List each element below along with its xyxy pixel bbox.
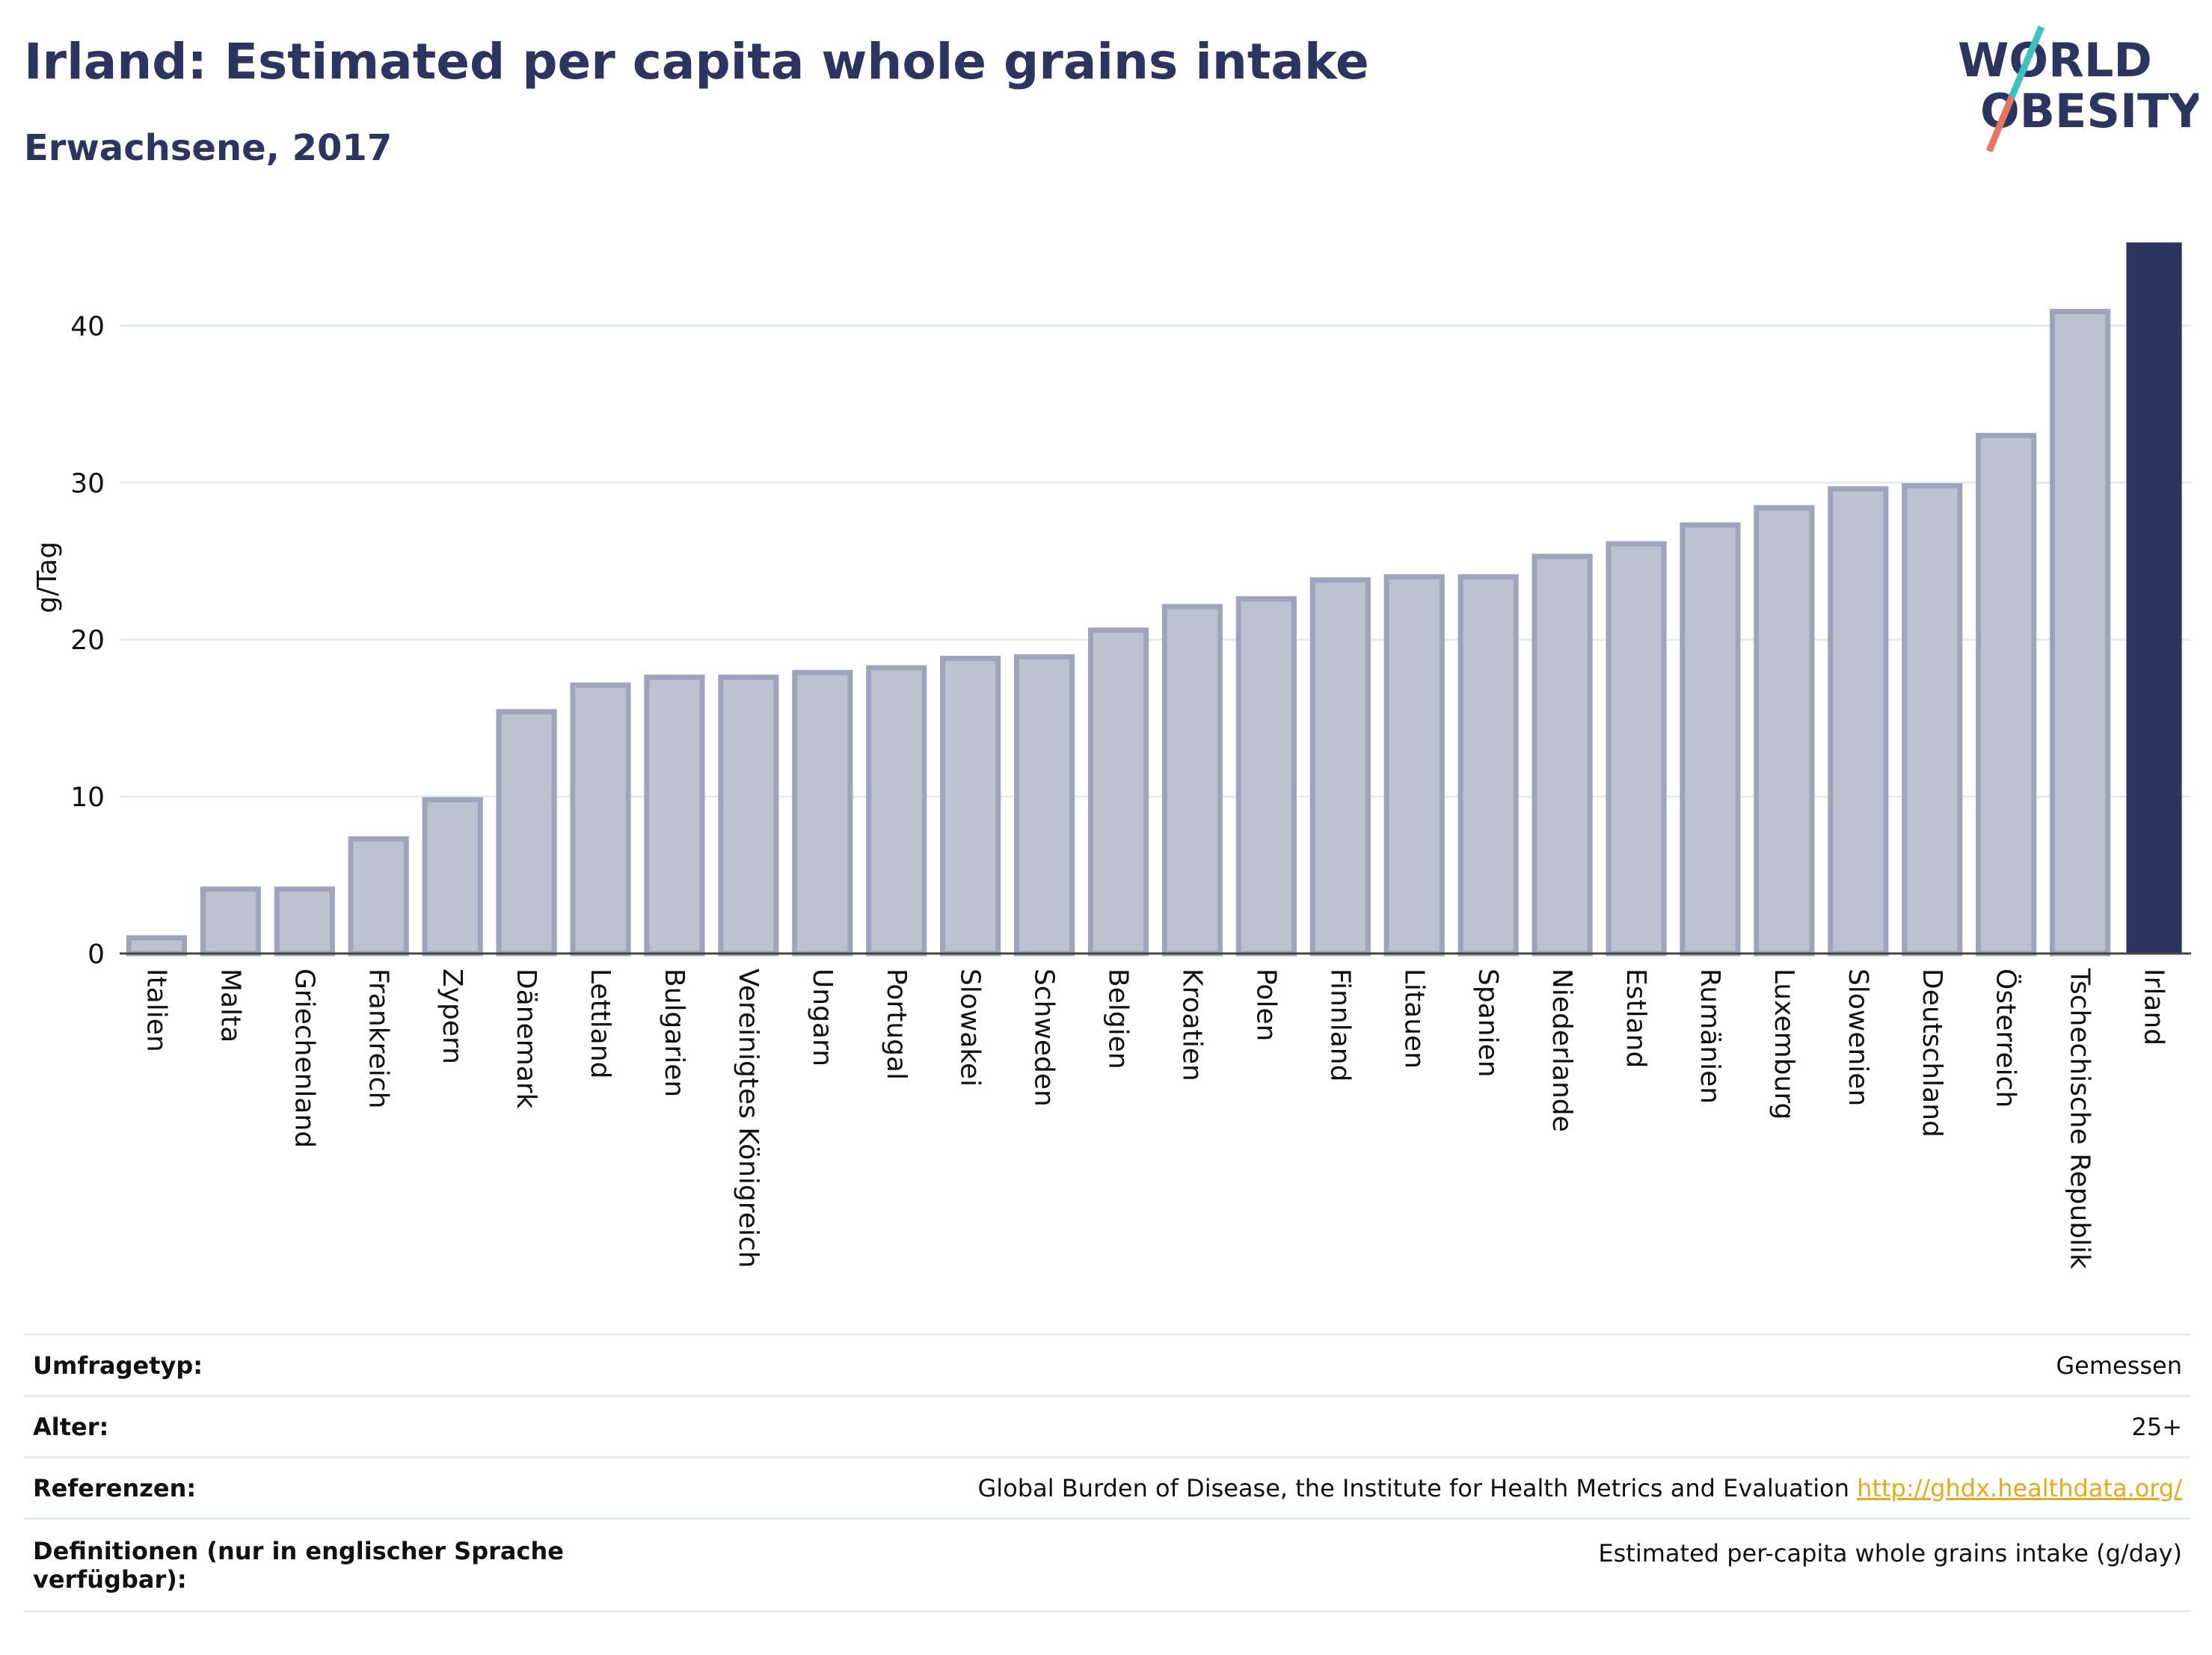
references-link[interactable]: http://ghdx.healthdata.org/ (1857, 1473, 2182, 1502)
survey-type-value: Gemessen (580, 1333, 2191, 1396)
bar-Litauen (1383, 574, 1445, 957)
y-tick-label: 0 (87, 939, 105, 970)
x-tick-label: Italien (141, 968, 171, 1052)
x-tick-label: Spanien (1472, 968, 1503, 1078)
x-tick-label: Slowenien (1843, 968, 1873, 1106)
bar-Griechenland (274, 886, 335, 957)
bar-Malta (200, 886, 261, 957)
x-tick-labels: Italien Malta Griechenland Frankreich Zypern… (141, 968, 2169, 1269)
bar-Rumänien (1680, 522, 1741, 957)
y-tick-label: 20 (70, 625, 105, 656)
x-tick-label: Malta (215, 968, 245, 1043)
bar-chart: g/Tag 0 10 20 30 40 Italien Malta Griechenland… (32, 242, 2191, 1269)
bar-Bulgarien (644, 675, 705, 957)
x-tick-label: Dänemark (511, 968, 541, 1109)
bar-Polen (1235, 596, 1297, 957)
meta-row-survey-type: Umfragetyp: Gemessen (24, 1333, 2191, 1396)
x-tick-label: Schweden (1029, 968, 1060, 1107)
x-tick-label: Estland (1620, 968, 1651, 1068)
bar-Spanien (1457, 574, 1519, 957)
meta-row-age: Alter: 25+ (24, 1395, 2191, 1458)
bar-Ungarn (792, 669, 853, 957)
logo-slash-coral (1985, 96, 2015, 153)
x-tick-label: Slowakei (955, 968, 986, 1087)
bar-Lettland (570, 682, 631, 957)
bar-Schweden (1014, 654, 1075, 957)
bar-Belgien (1087, 627, 1149, 957)
logo-text-world: WORLD (1958, 33, 2152, 87)
bar-Frankreich (348, 836, 409, 957)
x-tick-label: Griechenland (289, 968, 319, 1148)
bar-Tschechische Republik (2050, 309, 2111, 957)
references-text: Global Burden of Disease, the Institute … (977, 1473, 1858, 1502)
bar-Niederlande (1531, 553, 1593, 957)
bar-Österreich (1976, 432, 2037, 957)
bar-Dänemark (496, 709, 557, 957)
references-value: Global Burden of Disease, the Institute … (580, 1456, 2191, 1519)
x-tick-label: Rumänien (1695, 968, 1725, 1104)
bar-Vereinigtes Königreich (718, 675, 779, 957)
y-tick-label: 30 (70, 468, 105, 499)
meta-row-definitions: Definitionen (nur in englischer Sprache … (24, 1517, 2191, 1612)
age-label: Alter: (24, 1395, 580, 1458)
x-tick-label: Frankreich (363, 968, 393, 1108)
metadata-table: Umfragetyp: Gemessen Alter: 25+ Referenz… (24, 1333, 2191, 1612)
logo-slash-teal (2008, 25, 2045, 99)
x-tick-label: Niederlande (1546, 968, 1577, 1132)
x-tick-label: Bulgarien (659, 968, 689, 1097)
x-tick-label: Litauen (1398, 968, 1429, 1069)
bar-Deutschland (1902, 483, 1963, 957)
x-tick-label: Finnland (1324, 968, 1355, 1081)
world-obesity-logo: WORLD OBESITY (1958, 25, 2199, 153)
bar-Irland (2126, 242, 2182, 954)
x-tick-label: Luxemburg (1769, 968, 1799, 1120)
x-tick-label: Österreich (1991, 968, 2022, 1108)
chart-subtitle: Erwachsene, 2017 (24, 127, 393, 169)
x-tick-label: Vereinigtes Königreich (733, 968, 764, 1268)
bar-Luxemburg (1754, 505, 1815, 957)
x-tick-label: Belgien (1103, 968, 1134, 1069)
bar-Slowakei (940, 655, 1001, 957)
bars (126, 242, 2182, 957)
references-label: Referenzen: (24, 1456, 580, 1519)
age-value: 25+ (580, 1395, 2191, 1458)
meta-row-references: Referenzen: Global Burden of Disease, th… (24, 1456, 2191, 1519)
x-tick-label: Portugal (881, 968, 912, 1080)
bar-Zypern (422, 796, 483, 957)
survey-type-label: Umfragetyp: (24, 1333, 580, 1396)
definitions-label: Definitionen (nur in englischer Sprache … (24, 1517, 580, 1612)
x-tick-label: Zypern (437, 968, 467, 1064)
x-tick-label: Deutschland (1917, 968, 1947, 1137)
bar-Slowenien (1828, 486, 1889, 957)
y-axis-label: g/Tag (32, 541, 63, 613)
y-tick-labels: 0 10 20 30 40 (70, 311, 105, 970)
bar-Italien (126, 935, 188, 957)
bar-Portugal (866, 665, 927, 957)
y-tick-label: 10 (70, 782, 105, 813)
x-tick-label: Polen (1250, 968, 1281, 1041)
bar-Kroatien (1161, 604, 1223, 957)
bar-Finnland (1309, 577, 1371, 957)
bar-Estland (1606, 541, 1667, 957)
x-tick-label: Ungarn (807, 968, 838, 1066)
chart-title: Irland: Estimated per capita whole grain… (24, 33, 1369, 90)
x-tick-label: Tschechische Republik (2065, 968, 2095, 1269)
x-tick-label: Kroatien (1176, 968, 1207, 1081)
x-tick-label: Irland (2139, 968, 2169, 1045)
y-tick-label: 40 (70, 311, 105, 342)
definitions-value: Estimated per-capita whole grains intake… (580, 1517, 2191, 1612)
x-tick-label: Lettland (585, 968, 615, 1079)
